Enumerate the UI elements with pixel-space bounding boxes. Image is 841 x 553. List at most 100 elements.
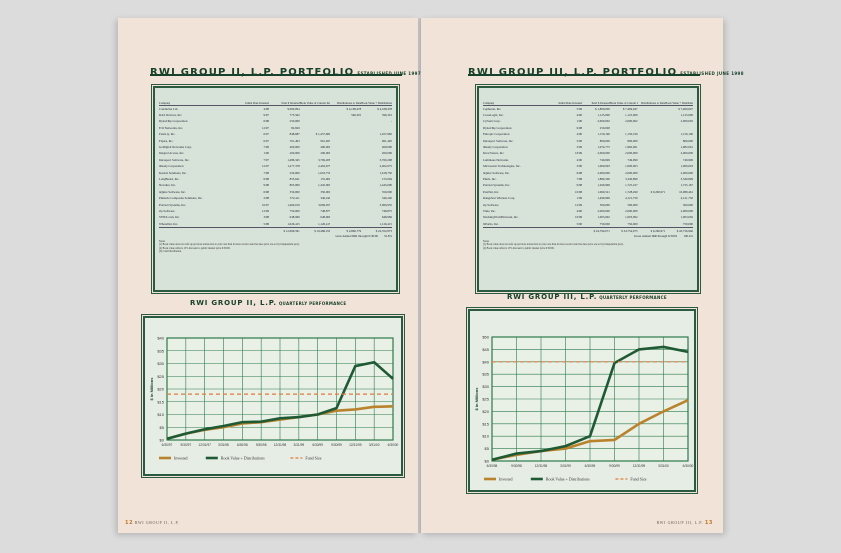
table-header-row: Company Initial Date Invested Total $ Inve…	[483, 90, 693, 106]
table-cell: 750,000	[599, 222, 610, 226]
table-header-cell: Distributions to Date	[336, 102, 362, 105]
table-cell: 1/00	[576, 120, 583, 124]
table-cell: 2,000,000	[625, 209, 638, 213]
left-page-title: RWI GROUP II, L.P. PORTFOLIOESTABLISHED …	[150, 60, 421, 79]
table-cell: $ 1,457,682	[315, 133, 331, 137]
x-tick-label: 9/30/98	[256, 443, 267, 447]
table-cell: 1,150,190	[625, 133, 638, 137]
table-cell: 10/97	[261, 203, 269, 207]
legend-label: Book Value + Distributions	[221, 456, 265, 461]
table-cell: 3,769,208	[379, 158, 392, 162]
y-tick-label: $25	[482, 397, 489, 402]
table-cell: 400,000	[289, 145, 300, 149]
table-row: iReady Corporation 12/97 1,277,378 2,402,67…	[159, 164, 392, 170]
table-row: Pravion Systems, Inc. 10/97 1,460,019 3,069…	[159, 202, 392, 208]
right-page-number: 13	[704, 520, 713, 526]
table-cell: 748,875	[320, 209, 331, 213]
table-row: WhereNet, Inc. 5/98 1,026,415 1,126,415 1,12…	[159, 221, 392, 227]
table-cell: 5/00	[576, 139, 583, 143]
table-cell: 2,000,000	[680, 171, 693, 175]
table-row: DynaChip Corporation 6/98 250,000 -	[159, 119, 392, 125]
y-tick-label: $20	[157, 387, 164, 392]
y-tick-label: $10	[157, 412, 164, 417]
table-row: iReady Corporation 3/99 1,974,775 1,982,061…	[483, 144, 693, 150]
x-tick-label: 3/31/00	[369, 443, 380, 447]
right-portfolio-table: Company Initial Date Invested Total $ Inve…	[477, 86, 699, 292]
table-cell: Pinnacle Composite Solutions, Inc.	[159, 197, 203, 201]
table-cell: 749,999	[682, 158, 693, 162]
table-cell: 750,000	[627, 222, 638, 226]
right-title-rule	[468, 74, 700, 76]
table-total-cell: $ 24,794,071	[593, 229, 610, 233]
table-cell: 2,000,000	[597, 171, 610, 175]
table-cell: Intraspect Software, Inc.	[159, 158, 190, 162]
table-cell: 1,269,999	[597, 184, 610, 188]
table-cell: 350,000	[381, 190, 392, 194]
table-cell: 2,000,000	[680, 152, 693, 156]
irr-value: 52.8%	[384, 235, 392, 239]
table-cell: 2,402,675	[379, 165, 392, 169]
table-cell: 775,562	[289, 114, 300, 118]
table-cell: 1,618,750	[379, 171, 392, 175]
table-row: WorkingWorldNetwork, Inc. 10/99 1,003,092 1…	[483, 215, 693, 221]
table-cell: 12/99	[261, 209, 269, 213]
table-cell: 372,411	[289, 197, 300, 201]
left-chart-svg: $0 $5 $10 $15 $20 $25 $30 $35 $40 6/30/97 9/30/97 1…	[149, 336, 399, 461]
table-cell: 10/99	[575, 152, 583, 156]
table-cell: 4/00	[576, 158, 583, 162]
table-cell: 6/98	[263, 177, 269, 181]
table-cell: 1,003,092	[597, 216, 610, 220]
table-row: LongBoard, Inc. 6/98 855,641 155,004 155,004	[159, 176, 392, 182]
table-cell: 3/98	[263, 216, 269, 220]
table-cell: 6/98	[263, 190, 269, 194]
table-note: (2) Book value reflects 15% discount to …	[159, 246, 231, 250]
y-tick-label: $20	[482, 409, 489, 414]
table-cell: 2,402,675	[318, 165, 331, 169]
table-row: Entropic Corporation 4/00 1,150,190 1,150,1…	[483, 132, 693, 138]
table-cell: 346,240	[381, 197, 392, 201]
table-cell: 1,000,003	[597, 165, 610, 169]
left-title-rule	[150, 74, 402, 76]
x-tick-label: 6/30/98	[237, 443, 248, 447]
table-row: slp Software 12/99 500,000 500,000 500,000	[483, 202, 693, 208]
x-tick-label: 12/31/99	[349, 443, 362, 447]
table-cell: iReady Corporation	[159, 165, 184, 169]
y-tick-label: $25	[157, 374, 164, 379]
table-row: Kestrel Solutions, Inc. 7/98 250,000 1,618,…	[159, 170, 392, 176]
table-header-cell: Initial Date Invested	[245, 102, 269, 105]
table-cell: 1,125,000	[625, 114, 638, 118]
table-cell: 155,004	[320, 177, 331, 181]
right-section-title: RWI GROUP III, L.P. QUARTERLY PERFORMANCE	[507, 293, 667, 301]
table-cell: $ 4,168,478	[377, 107, 392, 111]
right-folio-text: RWI GROUP III, L.P.	[656, 520, 704, 525]
table-row: Intraspect Software, Inc. 5/00 800,000 800,…	[483, 138, 693, 144]
table-cell: 961,495	[320, 139, 331, 143]
table-cell: 1,445,000	[318, 184, 331, 188]
table-cell: 10/98	[575, 190, 583, 194]
table-cell: 2,000,000	[597, 152, 610, 156]
y-tick-label: $45	[482, 347, 489, 352]
x-tick-label: 3/31/99	[294, 443, 305, 447]
table-cell: 1,486,345	[287, 158, 300, 162]
table-cell: 1,026,415	[287, 222, 300, 226]
table-row: Truis, Inc. 4/00 2,000,000 2,000,000 2,000,0…	[483, 208, 693, 214]
table-cell: 1/99	[576, 197, 583, 201]
irr-row: Gross Annual IRR through 6/30/00 52.8%	[159, 234, 392, 240]
table-cell: 3/99	[576, 145, 583, 149]
table-cell: 7/97	[263, 158, 269, 162]
table-cell: 5/00	[576, 222, 583, 226]
x-tick-label: 12/31/99	[633, 464, 646, 468]
table-cell: 1/00	[263, 152, 269, 156]
table-cell: 761,493	[289, 139, 300, 143]
table-cell: 200,000	[381, 152, 392, 156]
table-cell: 1,000,003	[625, 165, 638, 169]
table-cell: 5/98	[263, 222, 269, 226]
table-row: slp Software 12/99 750,000 748,875 748,875	[159, 208, 392, 214]
table-cell: 1,000,003	[680, 165, 693, 169]
table-total-cell: $ 9,260,971	[650, 229, 666, 233]
table-cell: 2,000,002	[597, 120, 610, 124]
left-performance-chart: $0 $5 $10 $15 $20 $25 $30 $35 $40 6/30/97 9/30/97 1…	[143, 316, 403, 476]
left-established-text: ESTABLISHED JUNE 1997	[357, 71, 422, 76]
table-cell: 350,000	[289, 190, 300, 194]
table-cell: 648,969	[289, 216, 300, 220]
